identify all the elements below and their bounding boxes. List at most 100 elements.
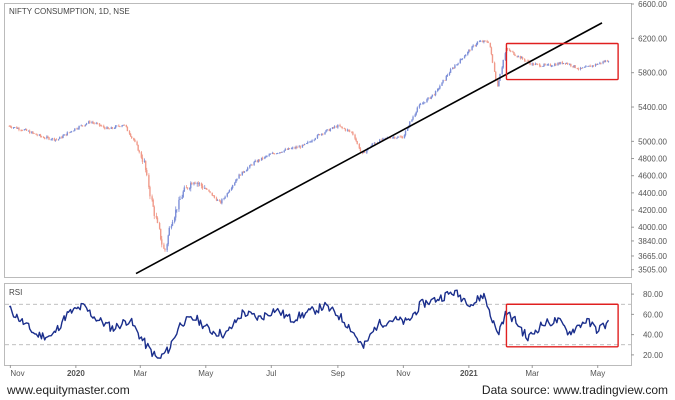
candle-body [456, 64, 457, 65]
x-tick-label: Mar [133, 369, 147, 378]
candle-body [161, 239, 162, 244]
candle-body [548, 64, 549, 65]
candle-body [600, 63, 601, 64]
candle-body [223, 198, 224, 199]
candle-body [449, 73, 450, 75]
candle-body [494, 63, 495, 72]
x-tick-label: Nov [10, 369, 24, 378]
candle-body [544, 64, 545, 65]
candle-body [438, 89, 439, 90]
candle-body [450, 69, 451, 73]
candle-body [48, 137, 49, 139]
x-axis: Nov 2020 Mar May Jul Sep Nov 2021 Mar May [10, 365, 605, 378]
candle-body [246, 170, 247, 171]
candle-body [325, 130, 326, 132]
candle-body [137, 145, 138, 151]
candle-body [107, 127, 108, 128]
candle-body [518, 56, 519, 57]
candle-body [86, 123, 87, 124]
price-y-tick-label: 6200.00 [638, 34, 667, 43]
candle-body [344, 128, 345, 129]
candle-body [304, 144, 305, 145]
candle-body [424, 102, 425, 103]
rsi-y-tick-label: 20.00 [643, 351, 664, 360]
candle-body [108, 129, 109, 130]
candle-body [324, 132, 325, 134]
candle-body [239, 175, 240, 176]
candle-body [472, 45, 473, 46]
candle-body [29, 131, 30, 134]
candle-body [283, 150, 284, 152]
candle-body [414, 114, 415, 116]
candle-body [227, 193, 228, 196]
candle-body [236, 179, 237, 181]
candle-body [37, 135, 38, 136]
candle-body [41, 136, 42, 137]
candle-body [490, 43, 491, 48]
candle-body [121, 126, 122, 127]
candle-body [274, 154, 275, 155]
candle-body [281, 152, 282, 153]
candle-body [175, 210, 176, 218]
candle-body [319, 134, 320, 135]
candle-body [420, 104, 421, 105]
footer-right-text: Data source: www.tradingview.com [482, 383, 668, 397]
candle-body [397, 137, 398, 138]
candle-body [154, 207, 155, 216]
candle-body [390, 138, 391, 139]
candle-body [77, 129, 78, 130]
x-tick-label: Nov [396, 369, 410, 378]
candle-body [513, 52, 514, 55]
candle-body [522, 57, 523, 59]
candle-body [50, 139, 51, 140]
candle-body [259, 160, 260, 161]
candle-body [341, 127, 342, 128]
candle-body [18, 128, 19, 130]
candle-body [405, 131, 406, 135]
candle-body [465, 55, 466, 57]
candle-body [306, 143, 307, 144]
rsi-y-tick-label: 60.00 [643, 310, 664, 319]
candle-body [441, 82, 442, 85]
candle-body [112, 127, 113, 128]
candle-body [585, 66, 586, 67]
candle-body [266, 156, 267, 157]
candle-body [171, 226, 172, 228]
candle-body [35, 134, 36, 135]
candle-body [326, 129, 327, 130]
candle-body [159, 223, 160, 229]
candle-body [533, 63, 534, 65]
candle-body [300, 146, 301, 147]
candle-body [498, 81, 499, 86]
candle-body [334, 126, 335, 127]
candle-body [69, 132, 70, 133]
candle-body [339, 125, 340, 126]
candle-body [136, 142, 137, 145]
candle-body [584, 67, 585, 68]
candle-body [141, 152, 142, 157]
x-tick-label: May [198, 369, 213, 378]
candle-body [471, 47, 472, 51]
candle-body [509, 49, 510, 50]
candle-body [605, 61, 606, 62]
candle-body [52, 138, 53, 139]
candle-body [422, 104, 423, 105]
candle-body [467, 52, 468, 55]
candle-body [166, 244, 167, 250]
candle-body [524, 59, 525, 61]
candle-body [446, 76, 447, 80]
candle-body [529, 63, 530, 65]
candle-body [84, 126, 85, 127]
candle-body [114, 128, 115, 129]
candle-body [447, 75, 448, 76]
candle-body [127, 127, 128, 131]
rsi-panel-title: RSI [9, 288, 22, 297]
candle-body [404, 135, 405, 138]
candle-body [495, 72, 496, 80]
candle-body [352, 132, 353, 135]
candle-body [419, 105, 420, 108]
candle-body [525, 61, 526, 62]
candle-body [191, 183, 192, 184]
candle-body [33, 133, 34, 134]
candle-body [219, 200, 220, 201]
